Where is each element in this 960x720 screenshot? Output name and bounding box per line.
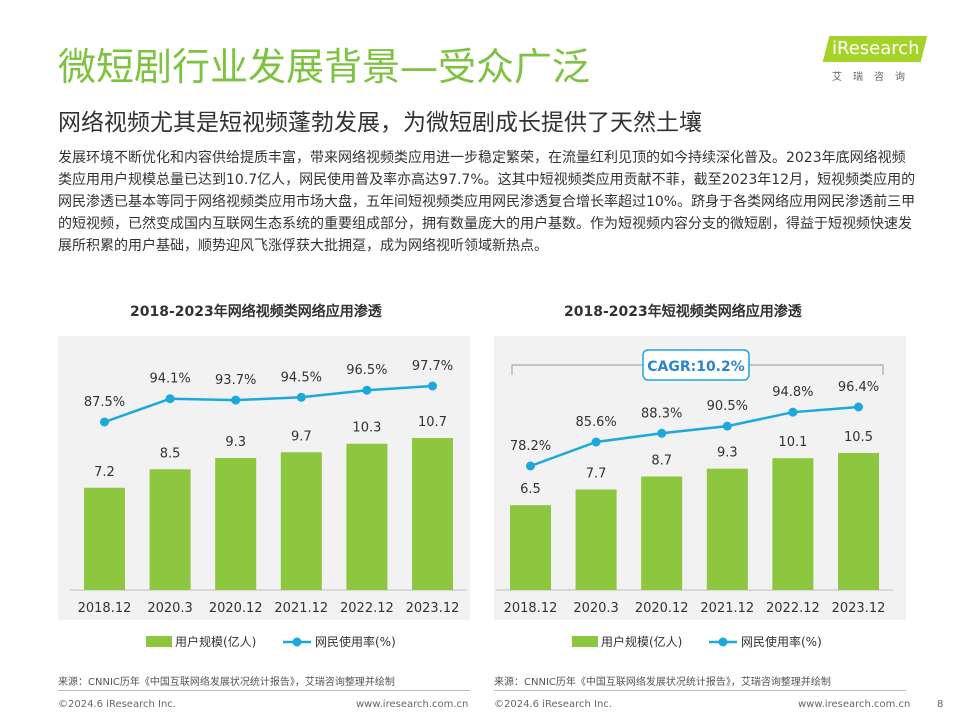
page-number: 8 (937, 699, 944, 710)
line-point-2021.12 (296, 392, 306, 402)
line-point-2018.12 (100, 417, 109, 427)
bar-label: 10.7 (418, 415, 447, 430)
bar-2021.12 (706, 468, 748, 590)
line-label: 96.4% (838, 380, 879, 395)
line-label: 88.3% (641, 406, 682, 421)
footer-divider-2 (494, 690, 906, 691)
line-point-2020.12 (657, 428, 667, 438)
chart-2-title: 2018-2023年短视频类网络应用渗透 (564, 304, 802, 320)
line-label: 78.2% (510, 439, 551, 454)
chart-2-panel (494, 336, 906, 620)
bar-2020.3 (575, 489, 617, 590)
x-tick-label: 2018.12 (504, 601, 558, 616)
legend-line-label: 网民使用率(%) (741, 634, 822, 649)
bar-label: 10.1 (778, 435, 807, 450)
line-point-2022.12 (788, 407, 798, 417)
bar-label: 9.7 (291, 429, 312, 444)
line-label: 94.1% (149, 372, 190, 387)
legend-bar-swatch (146, 636, 172, 647)
legend-bar-swatch (572, 636, 598, 647)
x-tick-label: 2022.12 (340, 601, 394, 616)
iresearch-logo: iResearch 艾瑞咨询 (822, 36, 930, 84)
bar-2023.12 (838, 452, 879, 590)
line-label: 93.7% (215, 373, 256, 388)
source-note-1: 来源：CNNIC历年《中国互联网络发展状况统计报告》，艾瑞咨询整理并绘制 (58, 677, 395, 688)
page-title: 微短剧行业发展背景—受众广泛 (58, 45, 591, 89)
bar-2020.12 (215, 457, 257, 590)
legend-line-label: 网民使用率(%) (315, 634, 396, 649)
usage-rate-line (104, 384, 433, 424)
line-label: 96.5% (346, 363, 387, 378)
copyright-1: ©2024.6 iResearch Inc. (58, 699, 176, 710)
line-point-2022.12 (362, 385, 372, 395)
x-tick-label: 2020.12 (635, 601, 689, 616)
line-label: 94.8% (772, 385, 813, 400)
source-note-2: 来源：CNNIC历年《中国互联网络发展状况统计报告》，艾瑞咨询整理并绘制 (494, 677, 831, 688)
bar-label: 9.3 (717, 446, 738, 461)
body-paragraph: 发展环境不断优化和内容供给提质丰富，带来网络视频类应用进一步稳定繁荣，在流量红利… (58, 150, 916, 254)
x-tick-label: 2020.3 (573, 601, 619, 616)
line-point-2020.12 (231, 395, 241, 405)
line-point-2023.12 (854, 402, 863, 412)
bar-2022.12 (346, 443, 388, 590)
bar-2020.3 (149, 469, 191, 590)
bar-label: 7.7 (586, 467, 607, 482)
bar-2021.12 (280, 452, 322, 590)
line-point-2023.12 (428, 381, 437, 391)
x-tick-label: 2020.3 (147, 601, 193, 616)
bar-label: 8.7 (651, 453, 672, 468)
x-tick-label: 2021.12 (700, 601, 754, 616)
website-1: www.iresearch.com.cn (356, 699, 469, 710)
bar-label: 8.5 (160, 446, 181, 461)
bar-label: 10.5 (844, 430, 873, 445)
bar-label: 7.2 (94, 465, 115, 480)
page-subtitle: 网络视频尤其是短视频蓬勃发展，为微短剧成长提供了天然土壤 (58, 110, 702, 136)
line-point-2020.3 (591, 437, 601, 447)
line-point-2021.12 (722, 421, 732, 431)
x-tick-label: 2018.12 (78, 601, 132, 616)
line-label: 85.6% (575, 415, 616, 430)
bar-2022.12 (772, 458, 814, 590)
logo-text: iResearch (832, 38, 920, 59)
legend-bar-label: 用户规模(亿人) (175, 634, 256, 649)
chart-1-panel (58, 336, 470, 620)
copyright-2: ©2024.6 iResearch Inc. (494, 699, 612, 710)
x-tick-label: 2020.12 (209, 601, 263, 616)
legend-bar-label: 用户规模(亿人) (601, 634, 682, 649)
usage-rate-line (530, 405, 859, 468)
cagr-box (642, 349, 750, 381)
line-label: 97.7% (412, 359, 453, 374)
website-2: www.iresearch.com.cn (798, 699, 911, 710)
bar-2018.12 (510, 505, 551, 590)
line-label: 94.5% (281, 370, 322, 385)
line-point-2018.12 (526, 461, 535, 471)
logo-cn-text: 艾瑞咨询 (832, 72, 916, 83)
x-tick-label: 2023.12 (406, 601, 460, 616)
line-label: 90.5% (707, 399, 748, 414)
bar-label: 6.5 (520, 482, 541, 497)
x-tick-label: 2022.12 (766, 601, 820, 616)
bar-2018.12 (84, 487, 125, 590)
legend-line-marker (292, 637, 302, 647)
chart-1-title: 2018-2023年网络视频类网络应用渗透 (130, 304, 382, 320)
bar-2020.12 (641, 476, 683, 590)
legend-line-marker (718, 637, 728, 647)
line-label: 87.5% (84, 395, 125, 410)
bar-2023.12 (412, 438, 453, 590)
line-point-2020.3 (165, 394, 175, 404)
footer-divider-1 (58, 690, 470, 691)
bar-label: 10.3 (352, 421, 381, 436)
cagr-label: CAGR:10.2% (647, 359, 745, 375)
bar-label: 9.3 (225, 435, 246, 450)
x-tick-label: 2021.12 (274, 601, 328, 616)
x-tick-label: 2023.12 (832, 601, 886, 616)
